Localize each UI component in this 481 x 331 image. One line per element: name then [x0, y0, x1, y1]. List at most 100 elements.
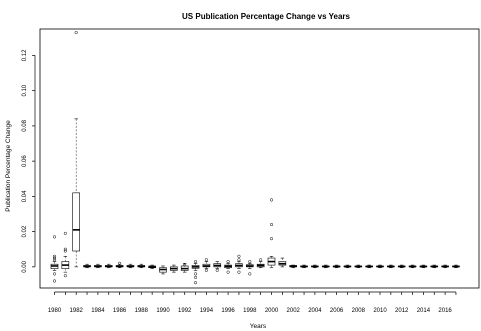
x-tick-label: 1998 — [243, 308, 257, 314]
y-tick-label: 0.12 — [22, 49, 28, 61]
outlier-point — [52, 254, 57, 258]
outlier-point — [194, 281, 198, 285]
x-tick-label: 2002 — [287, 308, 301, 314]
x-tick-label: 2010 — [373, 308, 387, 314]
box-1987 — [126, 263, 135, 269]
x-tick-label: 2016 — [438, 308, 452, 314]
x-axis-label: Years — [250, 323, 267, 330]
box-1985 — [104, 263, 113, 269]
y-axis-label: Publication Percentage Change — [5, 120, 12, 212]
box-1989 — [148, 264, 156, 269]
box-1995 — [213, 261, 222, 272]
box-2011 — [387, 264, 395, 269]
outlier-point — [204, 268, 208, 272]
outlier-point — [52, 272, 57, 276]
box-1994 — [202, 258, 211, 272]
outlier-point — [269, 237, 274, 241]
y-tick-label: 0.00 — [22, 260, 28, 272]
outlier-point — [63, 247, 67, 251]
box-1996 — [224, 260, 232, 274]
outlier-point — [52, 258, 57, 262]
box-2016 — [441, 264, 449, 269]
outlier-point — [118, 261, 122, 265]
box-2012 — [397, 264, 406, 269]
box-2008 — [354, 264, 363, 269]
x-tick-label: 2012 — [395, 308, 409, 314]
outlier-point — [237, 258, 241, 262]
outlier-point — [204, 258, 208, 262]
outlier-point — [259, 258, 263, 262]
box-1984 — [94, 263, 102, 269]
box-2004 — [311, 264, 319, 269]
y-tick-label: 0.02 — [22, 225, 28, 237]
box-1993 — [191, 260, 200, 285]
outlier-point — [63, 231, 67, 235]
box-2002 — [289, 264, 298, 269]
box-1988 — [137, 263, 146, 269]
box-2013 — [408, 264, 417, 269]
outlier-point — [269, 198, 274, 202]
outlier-point — [226, 260, 230, 264]
outlier-point — [52, 279, 57, 283]
outlier-point — [194, 260, 198, 264]
box-1991 — [170, 264, 178, 273]
box-2001 — [278, 257, 287, 268]
outlier-point — [237, 254, 241, 258]
x-tick-label: 1980 — [48, 308, 62, 314]
box-2006 — [332, 264, 341, 269]
box-2014 — [419, 264, 428, 269]
x-tick-label: 1990 — [156, 308, 170, 314]
x-tick-label: 1996 — [221, 308, 235, 314]
box-2009 — [365, 264, 373, 269]
x-tick-label: 1992 — [178, 308, 192, 314]
box-2003 — [300, 264, 308, 269]
box-1990 — [159, 265, 167, 275]
y-tick-label: 0.04 — [22, 190, 28, 202]
box-2007 — [343, 264, 352, 269]
box-2005 — [321, 264, 330, 269]
y-tick-label: 0.10 — [22, 84, 28, 96]
outlier-point — [63, 274, 67, 278]
x-tick-label: 2000 — [265, 308, 279, 314]
x-tick-label: 1984 — [91, 308, 105, 314]
x-tick-label: 1982 — [70, 308, 84, 314]
x-tick-label: 1994 — [200, 308, 214, 314]
box-1982 — [72, 30, 80, 268]
outlier-point — [237, 270, 241, 274]
outlier-point — [52, 235, 57, 239]
outlier-point — [226, 270, 230, 274]
box-1997 — [235, 254, 243, 274]
outlier-point — [63, 249, 67, 253]
x-tick-label: 2008 — [352, 308, 366, 314]
outlier-point — [194, 275, 198, 279]
box-1983 — [83, 263, 91, 269]
box-2017 — [452, 264, 460, 269]
x-tick-label: 1986 — [113, 308, 127, 314]
box-2000 — [267, 198, 276, 269]
x-tick-label: 2004 — [308, 308, 322, 314]
outlier-point — [248, 260, 252, 264]
outlier-point — [194, 272, 198, 276]
outlier-point — [52, 256, 57, 260]
plot-frame — [39, 28, 480, 289]
x-tick-label: 2014 — [417, 308, 431, 314]
box-body — [72, 192, 80, 252]
outlier-point — [215, 268, 219, 272]
outlier-point — [269, 223, 274, 227]
box-1998 — [246, 260, 254, 276]
box-1981 — [61, 231, 70, 278]
box-1992 — [180, 263, 189, 273]
chart-title: US Publication Percentage Change vs Year… — [182, 12, 350, 21]
outlier-point — [74, 30, 78, 35]
box-1986 — [115, 261, 124, 269]
box-1980 — [50, 235, 59, 283]
x-tick-label: 2006 — [330, 308, 344, 314]
box-1999 — [256, 258, 265, 269]
outlier-point — [183, 263, 187, 267]
y-tick-label: 0.08 — [22, 119, 28, 131]
y-tick-label: 0.06 — [22, 155, 28, 167]
box-2010 — [376, 264, 384, 269]
x-tick-label: 1988 — [135, 308, 149, 314]
